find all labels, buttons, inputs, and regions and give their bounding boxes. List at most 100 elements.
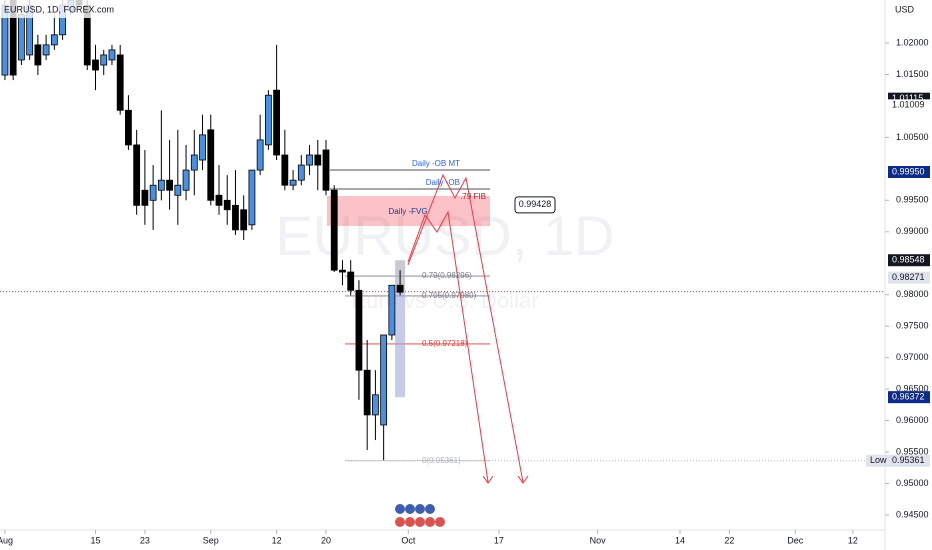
x-tick-label: 23 xyxy=(140,535,150,545)
price-box-label: 0.99428 xyxy=(519,199,552,209)
x-tick-label: 12 xyxy=(272,535,282,545)
icon xyxy=(405,517,415,527)
x-tick-label: 15 xyxy=(90,535,100,545)
candle-body xyxy=(133,144,141,206)
candle-body xyxy=(34,44,42,66)
fib-label: 0.5(0.97218) xyxy=(422,339,468,348)
candle-body xyxy=(339,269,346,273)
candle-body xyxy=(281,154,289,186)
candle-body xyxy=(240,209,248,231)
projection-box xyxy=(395,291,406,398)
arrow-path xyxy=(407,210,489,483)
candle-body xyxy=(199,134,206,161)
candle-body xyxy=(330,189,338,271)
candle-body xyxy=(116,54,124,111)
candle-body xyxy=(174,184,182,196)
candle-body xyxy=(50,34,58,46)
x-tick-label: Sep xyxy=(203,535,219,545)
low-tag xyxy=(866,454,888,467)
x-tick-label: 12 xyxy=(848,535,858,545)
candle-body xyxy=(314,154,322,166)
arrow-head xyxy=(517,475,529,484)
arrow-path xyxy=(407,173,524,483)
price-tag-label: 0.95361 xyxy=(892,455,925,465)
candle-body xyxy=(232,204,239,231)
candle-body xyxy=(256,139,264,171)
icon xyxy=(395,517,405,527)
x-tick-label: Nov xyxy=(590,535,607,545)
y-tick-label: 0.97500 xyxy=(896,321,929,331)
price-tag-label: 1.01115 xyxy=(892,93,923,103)
candle-body xyxy=(108,49,116,61)
y-tick-label: 0.96000 xyxy=(896,415,929,425)
candle-body xyxy=(388,284,396,336)
icon xyxy=(405,504,415,514)
icon xyxy=(395,504,405,514)
x-tick-label: 20 xyxy=(321,535,331,545)
price-tag xyxy=(888,254,930,267)
fib-label: 0.79(0.98296) xyxy=(422,271,472,280)
candle-body xyxy=(100,54,108,66)
emoji-icons xyxy=(395,504,445,527)
low-label: Low xyxy=(870,455,887,465)
price-tag-label: 0.99950 xyxy=(892,166,925,176)
x-tick-label: 22 xyxy=(724,535,734,545)
y-tick-label: 0.99500 xyxy=(896,195,929,205)
icon xyxy=(425,517,435,527)
arrow-head xyxy=(482,475,494,484)
candle-body xyxy=(322,149,330,191)
y-tick-label: 0.94500 xyxy=(896,509,929,519)
y-tick-label: 1.01500 xyxy=(896,69,929,79)
icon xyxy=(435,517,445,527)
y-tick-label: 0.98000 xyxy=(896,289,929,299)
candle-body xyxy=(125,109,132,146)
candle-body xyxy=(297,164,305,181)
candle-body xyxy=(190,154,198,171)
icon xyxy=(415,517,425,527)
x-tick-label: Aug xyxy=(0,535,13,545)
candle-body xyxy=(347,271,355,291)
candle-body xyxy=(223,199,231,211)
x-tick-label: 14 xyxy=(675,535,685,545)
y-tick-label: 0.97000 xyxy=(896,352,929,362)
y-tick-label: 0.95500 xyxy=(896,446,929,456)
candle-body xyxy=(157,179,165,191)
candle-body xyxy=(141,189,149,206)
candle-body xyxy=(372,394,379,416)
price-tag xyxy=(888,271,930,284)
zone-label: Daily -OB xyxy=(426,178,460,187)
x-tick-label: 17 xyxy=(494,535,504,545)
y-tick-label: 1.00500 xyxy=(896,132,929,142)
candle-body xyxy=(306,154,313,166)
y-tick-label: 1.02000 xyxy=(896,37,929,47)
candle-body xyxy=(363,369,371,416)
candle-body xyxy=(149,184,157,201)
price-tag xyxy=(888,165,930,178)
icon xyxy=(425,504,435,514)
candle-body xyxy=(273,89,281,156)
candle-body xyxy=(355,289,363,371)
fvg-label: Daily -FVG xyxy=(388,207,427,216)
y-tick-label: 0.96500 xyxy=(896,383,929,393)
currency-label: USD xyxy=(895,4,915,14)
price-tag xyxy=(888,391,930,404)
zone-label: Daily -OB MT xyxy=(412,159,460,168)
price-tag-label: 0.98548 xyxy=(892,255,925,265)
title-bg xyxy=(0,0,120,18)
icon xyxy=(415,504,425,514)
candle-body xyxy=(289,179,297,186)
price-box xyxy=(514,196,556,214)
price-tag-label: 1.01009 xyxy=(892,100,925,110)
chart-title: EURUSD, 1D, FOREX.com xyxy=(4,4,114,14)
candle-body xyxy=(92,59,99,71)
y-tick-label: 0.99000 xyxy=(896,226,929,236)
price-tag-label: 0.96372 xyxy=(892,392,925,402)
price-tag-label: 0.98271 xyxy=(892,272,925,282)
candle-body xyxy=(264,94,272,146)
fib-label: 0.705(0.97980) xyxy=(422,291,477,300)
candle-body xyxy=(215,194,223,206)
